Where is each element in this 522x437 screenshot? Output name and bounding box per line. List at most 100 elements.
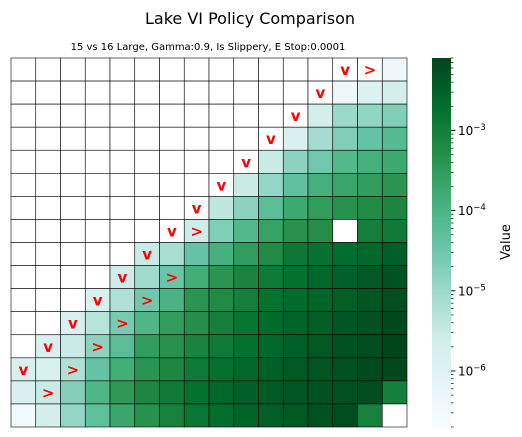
heatmap-cell bbox=[10, 196, 37, 220]
heatmap-cell bbox=[10, 265, 37, 289]
heatmap-cell bbox=[60, 242, 86, 266]
heatmap-cell bbox=[10, 80, 37, 105]
heatmap-cell bbox=[60, 380, 86, 405]
heatmap-cell bbox=[134, 103, 160, 128]
heatmap-cell bbox=[258, 57, 284, 82]
heatmap-cell bbox=[208, 103, 235, 128]
heatmap-cell bbox=[332, 265, 358, 289]
chart-subtitle: 15 vs 16 Large, Gamma:0.9, Is Slippery, … bbox=[71, 42, 346, 53]
heatmap-cell bbox=[258, 149, 284, 174]
heatmap-cell bbox=[159, 403, 185, 428]
policy-arrow: v bbox=[93, 292, 103, 310]
heatmap-cell bbox=[35, 403, 61, 428]
heatmap-cell bbox=[258, 380, 284, 405]
heatmap-cell bbox=[233, 334, 259, 359]
heatmap-cell bbox=[35, 103, 61, 128]
heatmap-cell bbox=[332, 242, 358, 266]
heatmap-cell bbox=[208, 334, 235, 359]
policy-arrow: v bbox=[192, 199, 202, 217]
heatmap-cell bbox=[159, 311, 185, 336]
heatmap-cell bbox=[332, 80, 358, 105]
heatmap-cell bbox=[357, 380, 383, 405]
heatmap-cell bbox=[183, 334, 210, 359]
heatmap-cell bbox=[134, 311, 160, 336]
heatmap-cell bbox=[381, 357, 408, 382]
heatmap-cell bbox=[381, 173, 408, 197]
heatmap-cell bbox=[307, 334, 334, 359]
heatmap-cell bbox=[332, 380, 358, 405]
heatmap-cell bbox=[159, 57, 185, 82]
heatmap-cell bbox=[109, 126, 136, 151]
heatmap-cell bbox=[10, 380, 37, 405]
heatmap-cell bbox=[282, 242, 309, 266]
heatmap-cell bbox=[84, 380, 111, 405]
heatmap-cell bbox=[134, 403, 160, 428]
heatmap-cell bbox=[134, 357, 160, 382]
heatmap-cell bbox=[10, 288, 37, 312]
heatmap-cell bbox=[60, 334, 86, 359]
heatmap-cell bbox=[381, 288, 408, 312]
colorbar-label: Value bbox=[499, 224, 514, 260]
heatmap-cell bbox=[258, 219, 284, 243]
heatmap-cell bbox=[60, 288, 86, 312]
heatmap-cells bbox=[10, 57, 408, 428]
heatmap-cell bbox=[134, 149, 160, 174]
heatmap-cell bbox=[258, 265, 284, 289]
heatmap-cell bbox=[109, 196, 136, 220]
heatmap-cell bbox=[60, 173, 86, 197]
heatmap-cell bbox=[10, 103, 37, 128]
heatmap-cell bbox=[60, 403, 86, 428]
heatmap-cell bbox=[35, 173, 61, 197]
heatmap-cell bbox=[183, 288, 210, 312]
heatmap-cell bbox=[282, 403, 309, 428]
heatmap-cell bbox=[109, 403, 136, 428]
heatmap-cell bbox=[109, 103, 136, 128]
heatmap-cell bbox=[282, 265, 309, 289]
heatmap-cell bbox=[60, 80, 86, 105]
heatmap-cell bbox=[381, 80, 408, 105]
heatmap-cell bbox=[134, 380, 160, 405]
heatmap-cell bbox=[282, 311, 309, 336]
heatmap-cell bbox=[208, 403, 235, 428]
heatmap-cell bbox=[183, 149, 210, 174]
colorbar-tick-label: 10−5 bbox=[458, 283, 486, 298]
heatmap-cell bbox=[183, 80, 210, 105]
heatmap-cell bbox=[332, 403, 358, 428]
heatmap-cell bbox=[84, 403, 111, 428]
heatmap-cell bbox=[233, 403, 259, 428]
heatmap-cell bbox=[109, 380, 136, 405]
chart-title: Lake VI Policy Comparison bbox=[145, 9, 355, 28]
heatmap-cell bbox=[282, 334, 309, 359]
heatmap-cell bbox=[109, 288, 136, 312]
heatmap-cell bbox=[208, 126, 235, 151]
heatmap-cell bbox=[233, 311, 259, 336]
heatmap-cell bbox=[10, 173, 37, 197]
heatmap-cell bbox=[109, 357, 136, 382]
heatmap-cell bbox=[159, 242, 185, 266]
heatmap-cell bbox=[307, 357, 334, 382]
heatmap-cell bbox=[208, 219, 235, 243]
heatmap-cell bbox=[10, 242, 37, 266]
heatmap-cell bbox=[357, 357, 383, 382]
heatmap-cell bbox=[84, 126, 111, 151]
heatmap-cell bbox=[159, 80, 185, 105]
heatmap-cell bbox=[307, 311, 334, 336]
heatmap-cell bbox=[60, 103, 86, 128]
heatmap-cell bbox=[35, 126, 61, 151]
heatmap-cell bbox=[10, 149, 37, 174]
heatmap-cell bbox=[10, 334, 37, 359]
heatmap-cell bbox=[357, 126, 383, 151]
heatmap-cell bbox=[10, 403, 37, 428]
heatmap-cell bbox=[307, 219, 334, 243]
heatmap-cell bbox=[282, 149, 309, 174]
heatmap-cell bbox=[381, 196, 408, 220]
heatmap-cell bbox=[109, 242, 136, 266]
heatmap-cell bbox=[35, 196, 61, 220]
heatmap-cell bbox=[109, 173, 136, 197]
heatmap-cell bbox=[159, 149, 185, 174]
heatmap-cell bbox=[208, 288, 235, 312]
policy-arrow: > bbox=[42, 384, 55, 402]
heatmap-cell bbox=[258, 288, 284, 312]
